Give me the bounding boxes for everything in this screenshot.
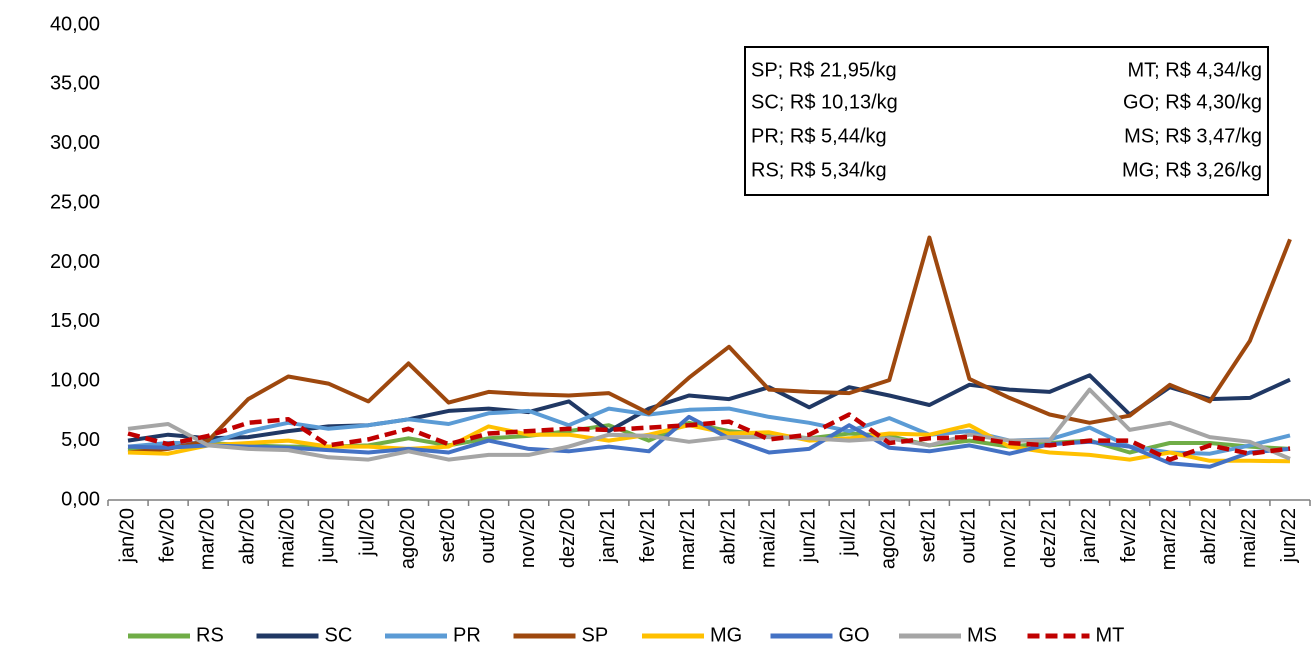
y-tick-label: 0,00 [61,488,100,510]
x-tick-label: set/20 [437,508,459,562]
y-tick-label: 35,00 [50,73,100,95]
series-line [127,235,1292,455]
x-tick-label: mai/22 [1238,508,1260,568]
y-tick-label: 25,00 [50,191,100,213]
annotation: SC; R$ 10,13/kg [751,91,898,113]
x-tick-label: fev/20 [156,508,178,562]
x-tick-label: abr/21 [717,508,739,565]
x-tick-label: abr/20 [237,508,259,565]
series-line [127,414,1291,469]
legend-label: GO [839,624,870,646]
x-tick-label: jan/20 [116,508,138,564]
x-tick-label: jun/21 [797,508,819,564]
x-tick-label: mar/20 [196,508,218,570]
y-tick-label: 5,00 [61,429,100,451]
x-tick-label: fev/21 [637,508,659,562]
x-tick-label: mar/21 [677,508,699,570]
x-tick-label: jul/21 [838,508,860,557]
y-tick-label: 30,00 [50,132,100,154]
y-tick-label: 10,00 [50,370,100,392]
annotation: RS; R$ 5,34/kg [751,159,887,181]
legend-label: MS [967,624,997,646]
legend-label: MT [1096,624,1125,646]
y-tick-label: 15,00 [50,310,100,332]
series-line [127,406,1291,456]
x-tick-label: out/20 [477,508,499,564]
x-tick-label: jul/20 [357,508,379,557]
y-tick-label: 40,00 [50,13,100,35]
series-line [127,387,1291,462]
annotation: SP; R$ 21,95/kg [751,59,897,81]
annotation: PR; R$ 5,44/kg [751,125,887,147]
annotation-box [744,46,1269,196]
x-tick-label: nov/21 [998,508,1020,568]
x-tick-label: dez/20 [557,508,579,568]
legend-label: SP [582,624,609,646]
annotation: MG; R$ 3,26/kg [1122,159,1262,181]
legend-label: MG [710,624,742,646]
x-tick-label: out/21 [958,508,980,564]
legend-label: SC [325,624,353,646]
x-tick-label: mai/21 [757,508,779,568]
legend-label: RS [196,624,224,646]
x-tick-label: mai/20 [277,508,299,568]
x-tick-label: mar/22 [1158,508,1180,570]
legend-label: PR [453,624,481,646]
x-tick-label: ago/20 [397,508,419,569]
x-tick-label: jan/22 [1078,508,1100,564]
annotation: MT; R$ 4,34/kg [1127,59,1262,81]
annotation: GO; R$ 4,30/kg [1123,91,1262,113]
y-tick-label: 20,00 [50,251,100,273]
x-tick-label: jan/21 [597,508,619,564]
x-tick-label: fev/22 [1118,508,1140,562]
x-tick-label: jun/20 [317,508,339,564]
x-tick-label: abr/22 [1198,508,1220,565]
x-tick-label: jun/22 [1278,508,1300,564]
x-tick-label: dez/21 [1038,508,1060,568]
x-tick-label: nov/20 [517,508,539,568]
x-tick-label: ago/21 [878,508,900,569]
annotation: MS; R$ 3,47/kg [1124,125,1262,147]
x-tick-label: set/21 [918,508,940,562]
series-line [127,412,1291,462]
